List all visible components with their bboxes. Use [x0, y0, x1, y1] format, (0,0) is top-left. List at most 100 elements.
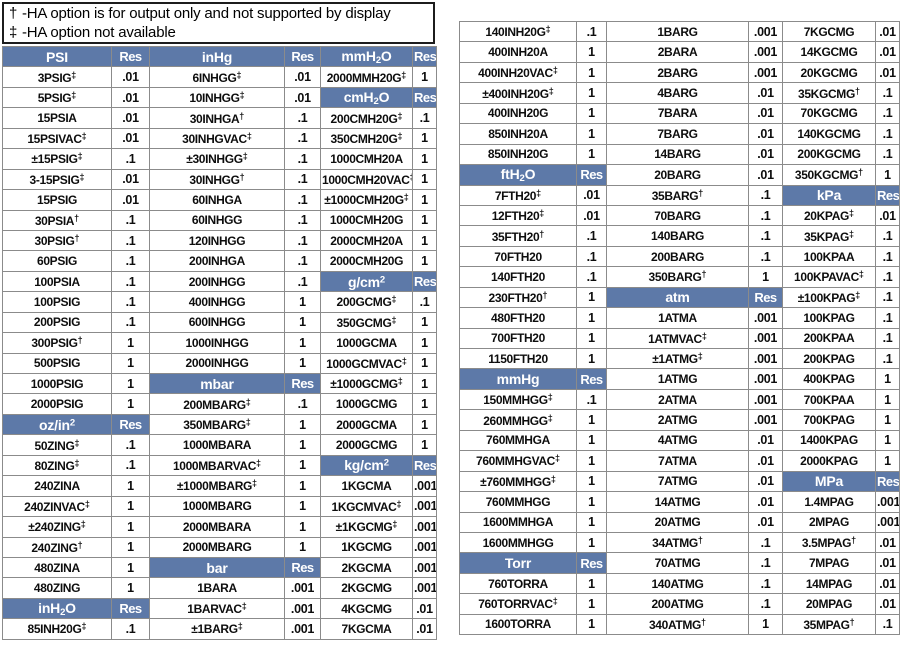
res-value-cell: 1 [111, 475, 150, 497]
range-code-cell: 1150FTH20 [459, 347, 577, 370]
range-code-cell: 1000CMH20G [320, 209, 413, 231]
range-code: 7ATMG [657, 474, 698, 489]
res-value-cell: .1 [576, 388, 607, 411]
range-code: 2000MMH20G [326, 70, 402, 85]
range-code: 350CMH20G [330, 131, 398, 146]
res-value-cell: .01 [748, 82, 783, 104]
res-value-cell: 1 [111, 393, 150, 415]
res-value: .1 [125, 151, 136, 166]
res-value: 1 [421, 70, 428, 85]
table-row: 1000PSIG 1 mbar Res ±1000GCMG‡ 1 [2, 372, 437, 395]
range-code: 100KPAVAC [794, 270, 859, 285]
res-value-cell: .1 [412, 291, 437, 313]
res-value-cell: 1 [576, 123, 607, 145]
res-value-cell: 1 [284, 311, 321, 334]
range-code-cell: 240ZINA [2, 475, 112, 497]
range-code-cell: 20BARG [606, 164, 749, 186]
range-code-cell: 4ATMG [606, 429, 749, 452]
res-header-label: Res [119, 417, 142, 433]
range-code: 15PSIVAC [27, 131, 82, 146]
table-row: 760TORRVAC‡ 1 200ATMG .1 20MPAG .01 [459, 593, 900, 615]
unit-header-cell: mbar [149, 372, 285, 395]
range-code: 30PSIG [34, 234, 75, 249]
unit-subscript: 2 [519, 172, 525, 184]
range-code-cell: 14ATMG [606, 491, 749, 513]
res-value-cell: 1 [875, 409, 900, 431]
res-header-cell: Res [284, 556, 321, 579]
range-code: 600INHGG [188, 315, 246, 330]
range-code-cell: 850INH20A [459, 123, 577, 145]
range-code-cell: 400INH20A [459, 41, 577, 63]
range-code-cell: 12FTH20‡ [459, 204, 577, 227]
range-code-cell: 15PSIA [2, 107, 112, 129]
range-code: 140ATMG [651, 576, 704, 591]
range-code-cell: 35KGCMG† [782, 82, 876, 104]
range-code: 760MMHGG [485, 494, 551, 509]
unit-header-cell: MPa [782, 470, 876, 493]
range-code: 34ATMG [652, 536, 698, 551]
range-code-cell: 400INH20VAC‡ [459, 61, 577, 84]
res-value: .1 [882, 331, 893, 346]
table-row: 760MMHGG 1 14ATMG .01 1.4MPAG .001 [459, 491, 900, 513]
range-code: 7FTH20 [494, 188, 537, 203]
range-code: 70FTH20 [494, 249, 542, 264]
range-code-cell: 1600MMHGG [459, 531, 577, 554]
res-value: .01 [757, 494, 774, 509]
res-value-cell: 1 [875, 429, 900, 452]
unit-header-cell: ftH2O [459, 164, 577, 186]
res-value: .1 [125, 213, 136, 228]
dagger-mark: ‡ [239, 90, 245, 101]
unit-label: g/cm [348, 273, 380, 290]
unit-header-cell: inHg [149, 45, 285, 68]
range-code-cell: 760TORRA [459, 572, 577, 595]
dagger-mark: † [701, 269, 707, 280]
range-code: 2000MBARG [182, 540, 252, 555]
res-value: 1 [127, 397, 134, 412]
res-value-cell: 1 [576, 572, 607, 595]
range-code-cell: 260MMHGG‡ [459, 409, 577, 431]
range-code-cell: 1000MBARG [149, 495, 285, 518]
range-code-cell: 14KGCMG [782, 41, 876, 63]
range-code-cell: 200KPAA [782, 327, 876, 350]
res-value: 1 [299, 478, 306, 493]
dagger-mark: ‡ [547, 392, 553, 403]
range-code-cell: 1.4MPAG [782, 491, 876, 513]
range-code-cell: 2MPAG [782, 511, 876, 533]
range-code-cell: 230FTH20† [459, 286, 577, 309]
res-value-cell: 1 [412, 250, 437, 272]
dagger-mark: ‡ [849, 228, 855, 239]
range-code-cell: 700FTH20 [459, 327, 577, 350]
res-value: .01 [879, 65, 896, 80]
range-code: 2000GCMA [336, 417, 397, 432]
table-row: 700FTH20 1 1ATMVAC‡ .001 200KPAA .1 [459, 327, 900, 350]
unit-subscript: 2 [373, 95, 379, 107]
res-value-cell: .01 [748, 450, 783, 472]
res-value-cell: .001 [284, 577, 321, 599]
unit-label: mmH [341, 47, 376, 64]
range-code: 1000GCMG [335, 397, 398, 412]
res-value: 1 [127, 560, 134, 575]
range-code-cell: ±1000GCMG‡ [320, 372, 413, 395]
dagger-mark: ‡ [552, 65, 558, 76]
res-value: .01 [879, 208, 896, 223]
dagger-symbol: † [9, 4, 18, 22]
range-code-cell: 1000CMH20A [320, 148, 413, 170]
range-code-cell: 70FTH20 [459, 245, 577, 268]
res-value: .1 [882, 249, 893, 264]
res-header-label: Res [414, 49, 437, 65]
dagger-mark: ‡ [252, 478, 258, 489]
table-row: 2000PSIG 1 200MBARG‡ .1 1000GCMG 1 [2, 393, 437, 415]
res-value-cell: .01 [576, 184, 607, 206]
res-value: .1 [297, 131, 308, 146]
range-code: 350BARG [648, 270, 702, 285]
range-code-cell: 100KPAG [782, 307, 876, 329]
table-row: 70FTH20 .1 200BARG .1 100KPAA .1 [459, 245, 900, 268]
range-code: 7KGCMG [803, 24, 855, 39]
res-header-label: Res [414, 274, 437, 290]
table-row: 480ZING 1 1BARA .001 2KGCMG .001 [2, 577, 437, 599]
res-value: .1 [760, 249, 771, 264]
res-value-cell: .1 [875, 225, 900, 247]
res-value: .001 [753, 413, 778, 428]
table-row: 200PSIG .1 600INHGG 1 350GCMG‡ 1 [2, 311, 437, 334]
